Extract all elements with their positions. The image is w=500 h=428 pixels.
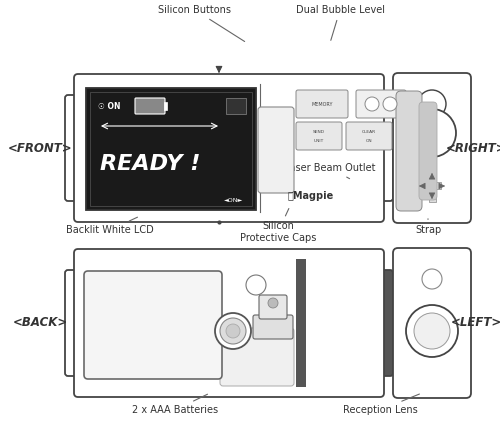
Circle shape bbox=[418, 90, 446, 118]
Bar bbox=[86, 88, 256, 210]
FancyBboxPatch shape bbox=[253, 315, 293, 339]
Circle shape bbox=[383, 97, 397, 111]
Circle shape bbox=[414, 313, 450, 349]
Circle shape bbox=[226, 324, 240, 338]
FancyBboxPatch shape bbox=[393, 248, 471, 398]
FancyBboxPatch shape bbox=[258, 107, 294, 193]
Bar bbox=[429, 177, 436, 202]
Text: Silicon Buttons: Silicon Buttons bbox=[158, 5, 244, 42]
FancyBboxPatch shape bbox=[135, 98, 165, 114]
Text: 2 x AAA Batteries: 2 x AAA Batteries bbox=[132, 394, 218, 415]
Text: UNIT: UNIT bbox=[314, 139, 324, 143]
Circle shape bbox=[268, 298, 278, 308]
FancyBboxPatch shape bbox=[65, 95, 85, 201]
Text: READY !: READY ! bbox=[100, 154, 201, 174]
Text: Laser Beam Outlet: Laser Beam Outlet bbox=[284, 163, 376, 178]
FancyBboxPatch shape bbox=[396, 91, 422, 211]
FancyBboxPatch shape bbox=[259, 295, 287, 319]
Circle shape bbox=[246, 275, 266, 295]
Bar bbox=[296, 259, 306, 387]
Circle shape bbox=[215, 313, 251, 349]
Bar bbox=[90, 92, 252, 206]
Text: ⓂMagpie: ⓂMagpie bbox=[288, 191, 334, 201]
Bar bbox=[164, 102, 167, 110]
Text: SEND: SEND bbox=[313, 130, 325, 134]
FancyBboxPatch shape bbox=[84, 271, 222, 379]
Text: Dual Bubble Level: Dual Bubble Level bbox=[296, 5, 384, 40]
Text: <BACK>: <BACK> bbox=[12, 316, 68, 330]
FancyBboxPatch shape bbox=[419, 102, 437, 200]
Text: ON: ON bbox=[366, 139, 372, 143]
Text: Strap: Strap bbox=[415, 219, 441, 235]
FancyBboxPatch shape bbox=[74, 74, 384, 222]
Bar bbox=[416, 182, 441, 189]
FancyBboxPatch shape bbox=[220, 328, 294, 386]
Circle shape bbox=[408, 109, 456, 157]
FancyBboxPatch shape bbox=[65, 270, 85, 376]
Circle shape bbox=[422, 269, 442, 289]
Text: <FRONT>: <FRONT> bbox=[8, 142, 72, 155]
Text: MEMORY: MEMORY bbox=[311, 101, 333, 107]
Text: Tripod Mount: Tripod Mount bbox=[132, 163, 240, 180]
Text: Reception Lens: Reception Lens bbox=[342, 394, 419, 415]
Text: <RIGHT>: <RIGHT> bbox=[446, 142, 500, 155]
FancyBboxPatch shape bbox=[346, 122, 392, 150]
Text: <LEFT>: <LEFT> bbox=[450, 316, 500, 330]
Circle shape bbox=[365, 97, 379, 111]
Text: CLEAR: CLEAR bbox=[362, 130, 376, 134]
FancyBboxPatch shape bbox=[373, 95, 393, 201]
FancyBboxPatch shape bbox=[74, 249, 384, 397]
FancyBboxPatch shape bbox=[296, 122, 342, 150]
Circle shape bbox=[406, 305, 458, 357]
FancyBboxPatch shape bbox=[373, 270, 393, 376]
FancyBboxPatch shape bbox=[356, 90, 406, 118]
FancyBboxPatch shape bbox=[296, 90, 348, 118]
Text: Backlit White LCD: Backlit White LCD bbox=[66, 217, 154, 235]
Text: Silicon
Protective Caps: Silicon Protective Caps bbox=[240, 208, 316, 243]
FancyBboxPatch shape bbox=[393, 73, 471, 223]
Circle shape bbox=[220, 318, 246, 344]
Text: ◄ON►: ◄ON► bbox=[224, 197, 244, 202]
Text: ☉ ON: ☉ ON bbox=[98, 101, 120, 110]
Bar bbox=[226, 98, 246, 114]
